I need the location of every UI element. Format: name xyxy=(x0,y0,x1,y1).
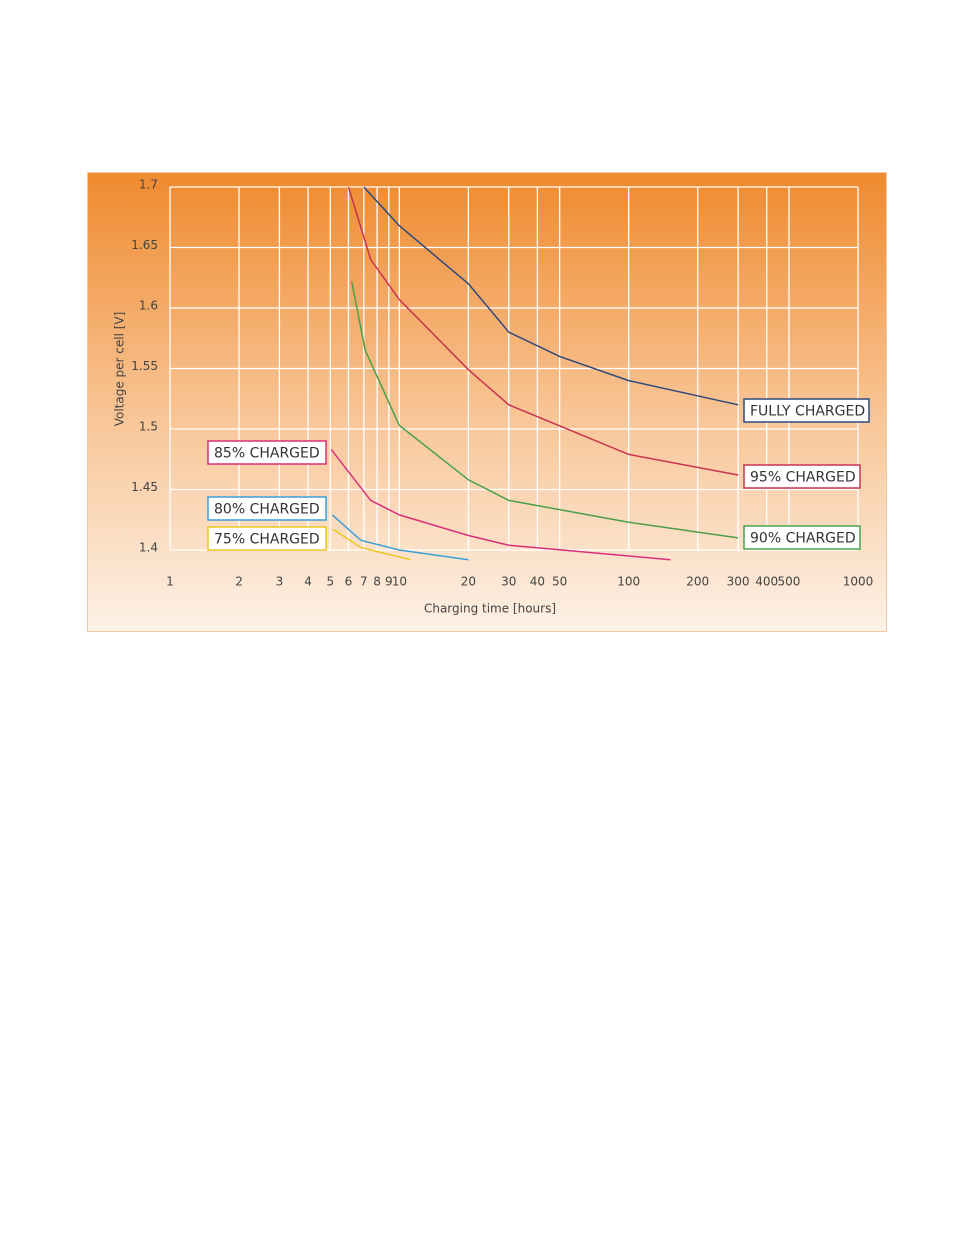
x-axis-title: Charging time [hours] xyxy=(424,602,556,616)
y-tick-label: 1.4 xyxy=(139,541,158,555)
y-tick-label: 1.45 xyxy=(131,480,158,494)
series-line xyxy=(331,514,469,561)
x-tick-label: 10 xyxy=(392,575,407,589)
x-tick-label: 8 xyxy=(373,575,381,589)
y-tick-label: 1.55 xyxy=(131,359,158,373)
x-tick-label: 30 xyxy=(501,575,516,589)
chart: Charging time [hours] Voltage per cell [… xyxy=(87,172,887,632)
series-label-box xyxy=(207,496,327,521)
x-tick-label: 3 xyxy=(276,575,284,589)
x-tick-label: 100 xyxy=(617,575,640,589)
series-label-box xyxy=(207,440,327,465)
y-tick-label: 1.6 xyxy=(139,299,158,313)
series-label: FULLY CHARGED xyxy=(750,404,865,420)
series-label: 85% CHARGED xyxy=(214,446,320,462)
y-tick-label: 1.5 xyxy=(139,420,158,434)
series-line xyxy=(350,281,739,539)
series-label-box xyxy=(743,464,861,489)
series-line xyxy=(332,528,411,561)
x-tick-label: 400 xyxy=(755,575,778,589)
series-line xyxy=(347,186,739,476)
x-tick-label: 300 xyxy=(727,575,750,589)
x-tick-label: 200 xyxy=(686,575,709,589)
x-tick-label: 20 xyxy=(461,575,476,589)
x-tick-label: 4 xyxy=(304,575,312,589)
x-tick-label: 2 xyxy=(235,575,243,589)
x-tick-label: 500 xyxy=(778,575,801,589)
series-label: 75% CHARGED xyxy=(214,532,320,548)
x-tick-label: 40 xyxy=(530,575,545,589)
x-tick-label: 1000 xyxy=(843,575,874,589)
series-label: 95% CHARGED xyxy=(750,470,856,486)
series-line xyxy=(330,449,671,561)
series-label: 90% CHARGED xyxy=(750,531,856,547)
series-label-box xyxy=(743,398,870,423)
series-label: 80% CHARGED xyxy=(214,502,320,518)
x-tick-label: 5 xyxy=(326,575,334,589)
series-label-box xyxy=(743,525,861,550)
x-tick-label: 50 xyxy=(552,575,567,589)
y-tick-label: 1.65 xyxy=(131,238,158,252)
x-tick-label: 9 xyxy=(385,575,393,589)
series-label-box xyxy=(207,526,327,551)
y-tick-label: 1.7 xyxy=(139,178,158,192)
series-line xyxy=(363,186,739,406)
x-tick-label: 7 xyxy=(360,575,368,589)
y-axis-title: Voltage per cell [V] xyxy=(113,312,127,427)
x-tick-label: 1 xyxy=(166,575,174,589)
x-tick-label: 6 xyxy=(345,575,353,589)
